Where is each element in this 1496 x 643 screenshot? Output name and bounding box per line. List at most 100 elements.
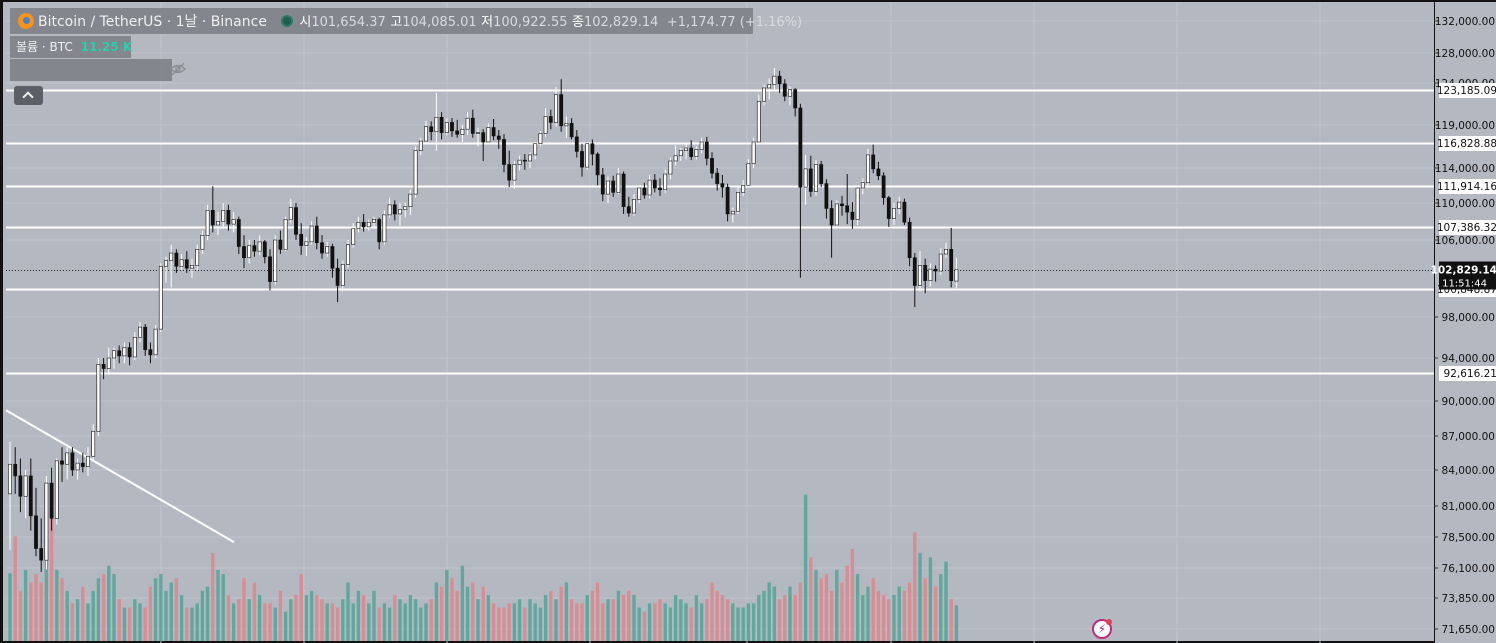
candle-body [767,84,772,89]
volume-legend[interactable]: 볼륨 · BTC 11.25 K [10,36,132,58]
candle-body [678,150,683,157]
candle-body [715,172,720,184]
candle-body [658,187,662,191]
volume-bar [398,599,402,641]
y-tick-label: 84,000.00 [1442,465,1495,477]
volume-bar [887,599,891,641]
volume-bar [523,607,527,641]
candle-body [164,260,168,267]
volume-bar [892,595,896,641]
candle-body [413,150,418,195]
volume-bar [174,578,179,641]
candle-body [8,463,12,495]
volume-bar [315,595,319,641]
candle-body [455,130,460,135]
candle-body [850,211,855,220]
candle-body [491,127,496,137]
lightning-icon[interactable]: ⚡ [1092,619,1112,639]
candle-body [918,265,922,286]
candle-body [236,219,241,247]
candle-body [496,135,501,140]
volume-bar [829,590,834,641]
candle-body [148,349,153,356]
volume-bar [512,603,517,641]
volume-bar [60,578,64,641]
volume-bar [247,599,251,641]
collapse-legend-button[interactable] [14,86,43,105]
candle-body [772,75,777,85]
candle-body [361,221,366,228]
candle-body [242,246,246,259]
volume-bar [164,590,168,641]
candle-body [18,475,23,497]
candle-body [600,174,605,195]
volume-bar [611,599,615,641]
y-tick-label: 71,650.00 [1442,624,1495,636]
candle-body [621,173,626,207]
candle-body [845,205,850,213]
volume-bar [8,573,12,641]
eye-off-icon[interactable] [170,62,186,76]
volume-bar [81,586,85,641]
volume-bar [377,607,381,641]
volume-bar [221,574,225,641]
volume-bar [367,603,371,641]
volume-bar [653,603,657,641]
candle-body [387,204,392,216]
volume-bar [647,603,652,641]
volume-bar [486,595,491,641]
volume-bar [112,574,116,641]
volume-bar [148,586,153,641]
volume-bar [351,603,355,641]
y-tick-label: 106,000.00 [1435,235,1495,247]
open-value: 101,654.37 [311,15,386,30]
candle-body [933,268,938,272]
volume-bar [356,590,361,641]
volume-bar [55,569,59,641]
y-tick-label: 81,000.00 [1442,501,1495,513]
bitcoin-icon [18,13,34,29]
volume-bar [918,553,922,641]
volume-bar [29,582,33,641]
volume-bar [387,607,392,641]
candle-body [476,132,480,134]
price-chart[interactable]: 132,000.00128,000.00124,000.00119,000.00… [3,2,1496,643]
hidden-indicator-legend[interactable] [10,59,172,81]
candle-body [642,187,647,196]
candle-body [34,515,38,549]
candle-body [23,475,28,497]
volume-bar [70,603,75,641]
candle-body [522,159,527,162]
y-tick-label: 114,000.00 [1435,163,1495,175]
symbol-legend[interactable]: Bitcoin / TetherUS · 1날 · Binance 시101,6… [10,8,802,34]
y-tick-label: 128,000.00 [1435,48,1495,60]
volume-bar [465,586,470,641]
candle-body [39,548,44,561]
volume-bar [741,607,745,641]
volume-bar [299,574,303,641]
candle-body [470,117,475,134]
candle-body [278,239,283,250]
volume-bar [679,599,683,641]
symbol-pair[interactable]: Bitcoin / TetherUS [38,14,163,30]
volume-bar [91,590,95,641]
volume-bar [133,599,137,641]
volume-bar [814,569,818,641]
candle-body [569,122,574,138]
volume-bar [762,590,766,641]
volume-bar [257,595,262,641]
volume-bar [65,590,69,641]
timeframe[interactable]: 1날 [175,14,198,30]
volume-bar [850,549,855,641]
candle-body [351,228,356,245]
candle-body [127,347,132,358]
candle-body [153,328,158,356]
volume-bar [606,599,610,641]
countdown-label: 11:51:44 [1442,279,1487,290]
volume-bar [569,599,574,641]
market-status-icon[interactable] [281,15,294,27]
candle-body [528,154,532,162]
volume-bar [913,532,917,641]
volume-bar [621,595,626,641]
